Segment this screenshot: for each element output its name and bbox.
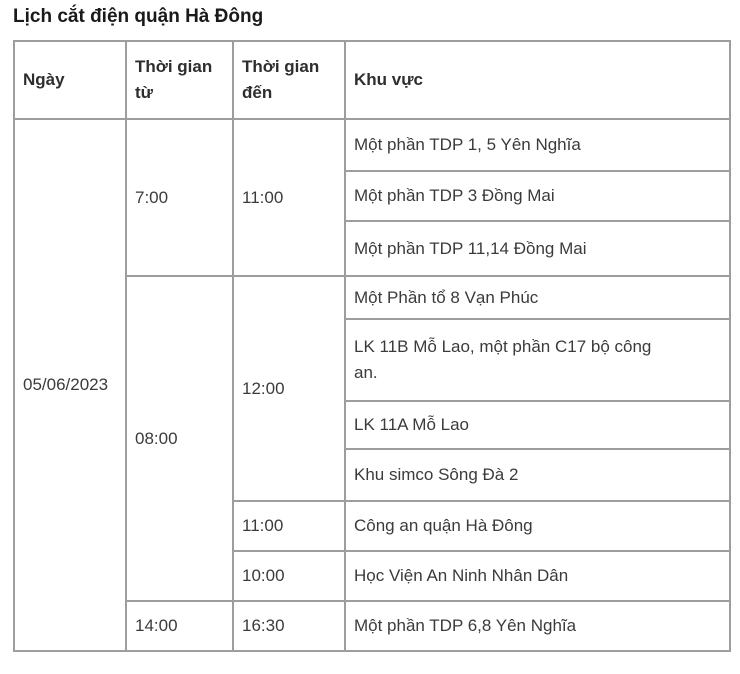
col-header-area: Khu vực — [344, 40, 731, 120]
date-cell: 05/06/2023 — [13, 118, 127, 652]
table-row: Một phần TDP 11,14 Đồng Mai — [14, 220, 731, 277]
table-row: LK 11B Mỗ Lao, một phần C17 bộ công an. — [14, 318, 731, 402]
table-row: LK 11A Mỗ Lao — [14, 400, 731, 450]
table-row: 14:00 16:30 Một phần TDP 6,8 Yên Nghĩa — [14, 600, 731, 652]
table-row: 10:00 Học Viện An Ninh Nhân Dân — [14, 550, 731, 602]
time-to-cell: 16:30 — [232, 600, 346, 652]
time-from-cell: 14:00 — [125, 600, 234, 652]
area-cell: Khu simco Sông Đà 2 — [344, 448, 731, 502]
time-to-cell: 10:00 — [232, 550, 346, 602]
area-cell: LK 11B Mỗ Lao, một phần C17 bộ công an. — [344, 318, 731, 402]
table-row: Một phần TDP 3 Đồng Mai — [14, 170, 731, 222]
area-cell: Một phần TDP 3 Đồng Mai — [344, 170, 731, 222]
table-row: Khu simco Sông Đà 2 — [14, 448, 731, 502]
area-cell: Một phần TDP 6,8 Yên Nghĩa — [344, 600, 731, 652]
time-to-cell: 12:00 — [232, 275, 346, 502]
table-row: 11:00 Công an quận Hà Đông — [14, 500, 731, 552]
time-from-cell: 7:00 — [125, 118, 234, 277]
col-header-time-from: Thời gian từ — [125, 40, 234, 120]
col-header-date: Ngày — [13, 40, 127, 120]
time-to-cell: 11:00 — [232, 118, 346, 277]
area-cell: LK 11A Mỗ Lao — [344, 400, 731, 450]
table-row: 05/06/2023 7:00 11:00 Một phần TDP 1, 5 … — [13, 118, 731, 652]
area-cell: Một Phần tổ 8 Vạn Phúc — [344, 275, 731, 320]
area-cell: Một phần TDP 1, 5 Yên Nghĩa — [344, 118, 731, 172]
table-row: 08:00 12:00 Một Phần tổ 8 Vạn Phúc — [14, 275, 731, 602]
page-title: Lịch cắt điện quận Hà Đông — [13, 6, 264, 27]
power-cut-schedule-table: Ngày Thời gian từ Thời gian đến Khu vực … — [13, 40, 731, 652]
area-cell: Công an quận Hà Đông — [344, 500, 731, 552]
table-header-row: Ngày Thời gian từ Thời gian đến Khu vực — [13, 40, 731, 120]
col-header-time-to: Thời gian đến — [232, 40, 346, 120]
area-cell: Một phần TDP 11,14 Đồng Mai — [344, 220, 731, 277]
area-cell: Học Viện An Ninh Nhân Dân — [344, 550, 731, 602]
time-to-cell: 11:00 — [232, 500, 346, 552]
time-from-cell: 08:00 — [125, 275, 234, 602]
